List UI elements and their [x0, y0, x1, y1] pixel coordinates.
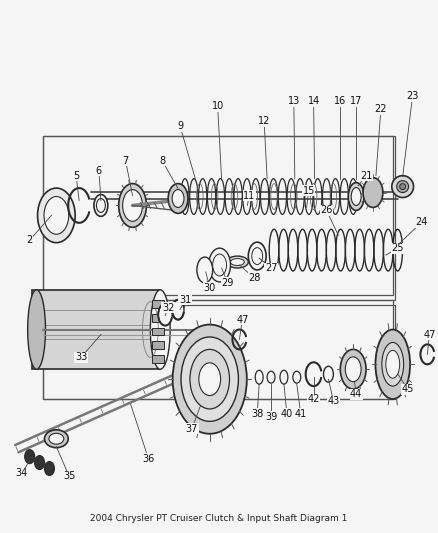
Ellipse shape: [399, 183, 405, 190]
Text: 35: 35: [63, 472, 75, 481]
Text: 7: 7: [122, 156, 128, 166]
Text: 32: 32: [162, 303, 174, 313]
Text: 24: 24: [414, 217, 427, 228]
Text: 15: 15: [302, 185, 314, 196]
Text: 12: 12: [258, 116, 270, 126]
Ellipse shape: [168, 183, 187, 213]
Text: 23: 23: [406, 91, 418, 101]
Text: 6: 6: [95, 166, 102, 176]
Ellipse shape: [96, 198, 105, 212]
Bar: [152, 342, 164, 350]
Text: 31: 31: [178, 295, 191, 305]
Text: 22: 22: [374, 104, 386, 114]
Ellipse shape: [212, 254, 226, 276]
Text: 27: 27: [264, 263, 277, 273]
Text: 47: 47: [422, 329, 434, 340]
Text: 28: 28: [247, 273, 260, 283]
Ellipse shape: [230, 259, 244, 265]
Ellipse shape: [38, 188, 75, 243]
Text: 16: 16: [333, 96, 346, 106]
Text: 43: 43: [326, 396, 339, 406]
Bar: [152, 356, 164, 364]
Ellipse shape: [25, 450, 35, 464]
Bar: [152, 300, 164, 308]
Bar: [152, 328, 164, 335]
Ellipse shape: [385, 350, 399, 378]
Ellipse shape: [347, 183, 363, 211]
Ellipse shape: [196, 257, 212, 283]
Ellipse shape: [198, 363, 220, 395]
Ellipse shape: [172, 190, 184, 207]
Ellipse shape: [248, 242, 265, 270]
Text: 42: 42: [307, 394, 319, 404]
Ellipse shape: [396, 181, 408, 192]
Ellipse shape: [158, 304, 172, 326]
Ellipse shape: [44, 197, 69, 234]
Ellipse shape: [279, 370, 287, 384]
Text: 2004 Chrysler PT Cruiser Clutch & Input Shaft Diagram 1: 2004 Chrysler PT Cruiser Clutch & Input …: [90, 514, 346, 523]
Text: 34: 34: [16, 469, 28, 479]
Ellipse shape: [339, 350, 365, 389]
Bar: [43, 136, 392, 295]
Text: 33: 33: [75, 352, 87, 362]
Ellipse shape: [49, 433, 64, 444]
Ellipse shape: [44, 430, 68, 448]
Text: 26: 26: [320, 205, 332, 215]
Ellipse shape: [292, 371, 300, 383]
Text: 29: 29: [221, 278, 233, 288]
Bar: [43, 305, 394, 399]
Bar: [43, 300, 392, 399]
Ellipse shape: [94, 195, 108, 216]
Text: 45: 45: [400, 384, 413, 394]
Text: 8: 8: [159, 156, 165, 166]
Ellipse shape: [122, 190, 142, 221]
Ellipse shape: [190, 350, 229, 409]
Text: 21: 21: [359, 171, 371, 181]
Ellipse shape: [266, 371, 274, 383]
Bar: [152, 313, 164, 321]
Ellipse shape: [374, 329, 409, 399]
Ellipse shape: [180, 337, 238, 422]
Ellipse shape: [150, 290, 170, 369]
Text: 11: 11: [243, 190, 255, 200]
Text: 47: 47: [236, 314, 248, 325]
Text: 41: 41: [294, 409, 306, 419]
Text: 30: 30: [203, 283, 215, 293]
Ellipse shape: [28, 290, 46, 369]
Ellipse shape: [172, 325, 246, 434]
Text: 36: 36: [142, 454, 154, 464]
Text: 13: 13: [287, 96, 299, 106]
Text: 37: 37: [185, 424, 198, 434]
Text: 10: 10: [211, 101, 223, 111]
Text: 5: 5: [73, 171, 79, 181]
Text: 44: 44: [349, 389, 361, 399]
Ellipse shape: [118, 183, 146, 227]
Text: 25: 25: [391, 243, 403, 253]
Ellipse shape: [35, 456, 44, 470]
Ellipse shape: [208, 248, 230, 282]
Text: 38: 38: [251, 409, 263, 419]
Text: 17: 17: [349, 96, 361, 106]
Ellipse shape: [391, 176, 413, 198]
Ellipse shape: [251, 248, 262, 264]
Ellipse shape: [44, 462, 54, 475]
Ellipse shape: [362, 177, 382, 207]
Ellipse shape: [350, 188, 360, 205]
Text: 39: 39: [265, 412, 276, 422]
Ellipse shape: [254, 370, 262, 384]
Text: 14: 14: [307, 96, 319, 106]
Ellipse shape: [323, 366, 332, 382]
Ellipse shape: [381, 342, 403, 386]
Bar: [43, 136, 394, 300]
Bar: [32, 290, 160, 369]
Ellipse shape: [226, 256, 248, 268]
Ellipse shape: [172, 300, 184, 320]
Text: 2: 2: [26, 235, 33, 245]
Text: 9: 9: [177, 121, 183, 131]
Ellipse shape: [344, 357, 360, 382]
Text: 40: 40: [280, 409, 292, 419]
